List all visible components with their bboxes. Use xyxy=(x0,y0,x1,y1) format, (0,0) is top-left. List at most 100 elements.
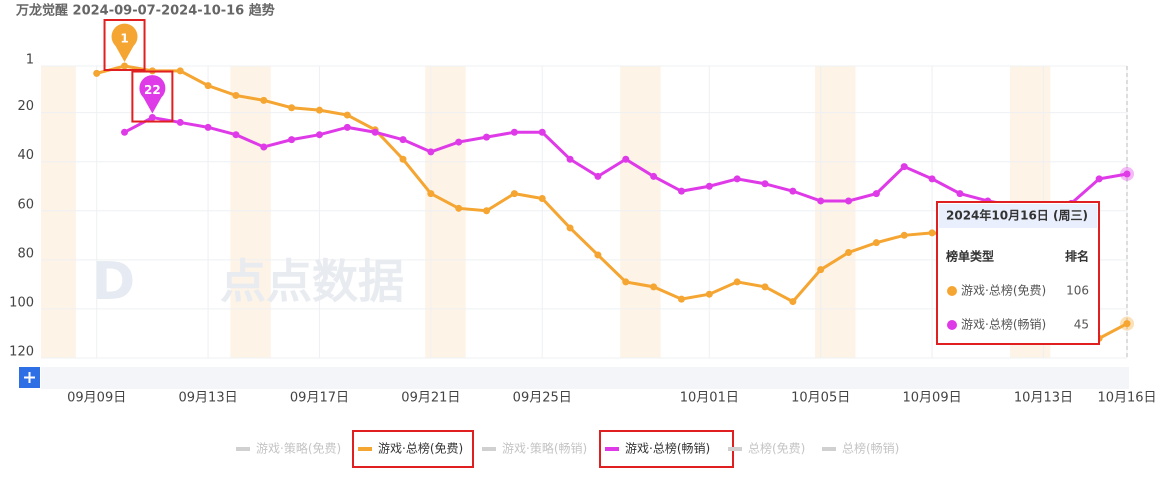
point xyxy=(510,190,518,198)
point xyxy=(148,114,156,122)
tooltip-dot xyxy=(947,320,957,330)
point xyxy=(399,136,407,144)
watermark: 点点数据 xyxy=(220,255,404,309)
point xyxy=(594,251,602,259)
y-tick-label: 1 xyxy=(26,53,34,68)
point xyxy=(455,204,463,212)
y-tick-label: 20 xyxy=(17,99,34,114)
point xyxy=(761,180,769,188)
point xyxy=(483,133,491,141)
point xyxy=(510,128,518,136)
legend-label: 总榜(免费) xyxy=(748,441,805,456)
point xyxy=(399,155,407,163)
point xyxy=(900,163,908,171)
y-tick-label: 40 xyxy=(17,148,34,163)
point xyxy=(315,106,323,114)
point xyxy=(204,123,212,131)
point xyxy=(817,197,825,205)
legend: 游戏·策略(免费) 游戏·总榜(免费) 游戏·策略(畅销) 游戏·总榜(畅销) 总榜(免… xyxy=(236,430,899,468)
tooltip-col: 排名 xyxy=(1065,249,1089,264)
point xyxy=(343,123,351,131)
point xyxy=(371,128,379,136)
x-tick-label: 09月25日 xyxy=(513,391,572,406)
point xyxy=(872,239,880,247)
point xyxy=(817,266,825,274)
point xyxy=(121,128,129,136)
point-halo xyxy=(1120,316,1134,331)
legend-swatch xyxy=(358,447,372,451)
point xyxy=(622,278,630,286)
point xyxy=(176,118,184,126)
highlight-box xyxy=(131,70,174,123)
point xyxy=(288,136,296,144)
point xyxy=(204,82,212,90)
point xyxy=(288,104,296,112)
legend-swatch xyxy=(822,447,836,451)
legend-label: 总榜(畅销) xyxy=(842,441,899,456)
point xyxy=(566,155,574,163)
point xyxy=(705,182,713,190)
point xyxy=(761,283,769,291)
legend-item[interactable]: 总榜(免费) xyxy=(728,441,805,456)
pin xyxy=(139,75,166,114)
point xyxy=(845,197,853,205)
pin xyxy=(111,23,138,62)
legend-item[interactable]: 游戏·策略(免费) xyxy=(236,441,341,456)
point-halo xyxy=(1120,166,1134,181)
point xyxy=(232,91,240,99)
point xyxy=(343,111,351,119)
point xyxy=(427,148,435,156)
x-tick-label: 10月09日 xyxy=(903,391,962,406)
point xyxy=(93,69,101,77)
weekend-band xyxy=(230,66,271,358)
point xyxy=(622,155,630,163)
legend-label: 游戏·总榜(畅销) xyxy=(625,441,710,456)
legend-item[interactable]: 总榜(畅销) xyxy=(822,441,899,456)
point xyxy=(1123,170,1131,178)
y-tick-label: 120 xyxy=(9,345,34,360)
legend-swatch xyxy=(605,447,619,451)
point xyxy=(650,172,658,180)
x-tick-label: 09月21日 xyxy=(401,391,460,406)
zoom-slider[interactable] xyxy=(41,367,1129,389)
tooltip-value: 106 xyxy=(1066,284,1089,298)
legend-item[interactable]: 游戏·总榜(免费) xyxy=(352,430,474,468)
x-tick-label: 09月09日 xyxy=(67,391,126,406)
point xyxy=(1095,175,1103,183)
x-tick-label: 09月17日 xyxy=(290,391,349,406)
weekend-bands xyxy=(41,66,1051,358)
point xyxy=(538,128,546,136)
point xyxy=(956,190,964,198)
tooltip-series: 游戏·总榜(免费) xyxy=(961,283,1046,298)
x-tick-label: 10月01日 xyxy=(680,391,739,406)
point xyxy=(928,175,936,183)
legend-item[interactable]: 游戏·策略(畅销) xyxy=(482,441,587,456)
point xyxy=(455,138,463,146)
tooltip-value: 45 xyxy=(1074,318,1089,332)
legend-label: 游戏·策略(畅销) xyxy=(502,441,587,456)
point xyxy=(1123,320,1131,328)
x-tick-label: 09月13日 xyxy=(179,391,238,406)
tooltip-col: 榜单类型 xyxy=(946,249,994,264)
point xyxy=(677,295,685,303)
y-tick-label: 60 xyxy=(17,197,34,212)
point xyxy=(315,131,323,139)
point xyxy=(176,67,184,75)
point xyxy=(427,190,435,198)
point xyxy=(705,290,713,298)
tooltip-series: 游戏·总榜(畅销) xyxy=(961,317,1046,332)
point xyxy=(538,195,546,203)
point xyxy=(594,172,602,180)
y-tick-label: 100 xyxy=(9,295,34,310)
legend-swatch xyxy=(236,447,250,451)
point xyxy=(121,62,129,70)
point xyxy=(260,96,268,104)
legend-label: 游戏·总榜(免费) xyxy=(378,441,463,456)
legend-item[interactable]: 游戏·总榜(畅销) xyxy=(599,430,734,468)
pin-label: 22 xyxy=(144,83,161,97)
point xyxy=(900,231,908,239)
x-tick-label: 10月16日 xyxy=(1097,391,1156,406)
tooltip-dot xyxy=(947,286,957,296)
